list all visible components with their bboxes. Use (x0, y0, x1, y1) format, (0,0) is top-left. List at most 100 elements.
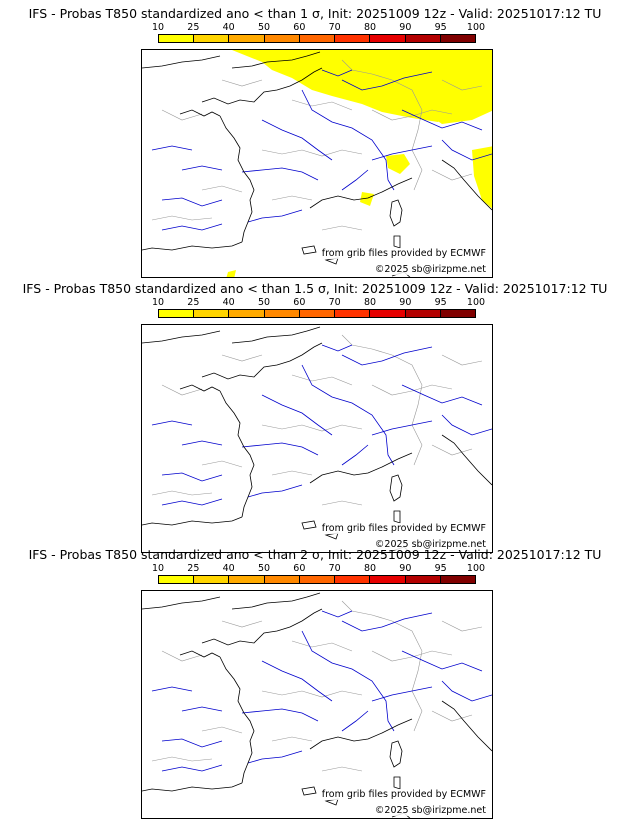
colorbar-tick-label: 40 (222, 22, 235, 33)
panel-title: IFS - Probas T850 standardized ano < tha… (28, 547, 602, 562)
admin-border (341, 59, 423, 191)
coastline (309, 452, 413, 484)
colorbar-tick-label: 60 (293, 563, 306, 574)
river (341, 71, 433, 91)
coastline (179, 109, 221, 117)
colorbar-tick-label: 70 (328, 563, 341, 574)
river (441, 680, 492, 702)
river (371, 145, 433, 161)
admin-border (291, 374, 353, 386)
river (161, 738, 223, 748)
colorbar-tick-label: 80 (363, 22, 377, 33)
admin-border (441, 620, 483, 632)
map-panel-2: IFS - Probas T850 standardized ano < tha… (0, 281, 630, 553)
panel-title: IFS - Probas T850 standardized ano < tha… (28, 6, 602, 21)
river (341, 710, 369, 732)
colorbar (158, 309, 476, 318)
admin-border (151, 490, 213, 496)
coastline (179, 384, 221, 392)
colorbar (158, 34, 476, 43)
colorbar-segment (405, 576, 441, 583)
river (161, 197, 223, 207)
admin-border (371, 109, 453, 121)
river (241, 708, 319, 722)
colorbar-tick-label: 60 (293, 297, 306, 308)
admin-border (431, 710, 473, 722)
colorbar-tick-label: 50 (257, 563, 271, 574)
coastline (231, 326, 321, 344)
colorbar-ticks: 10 25 40 50 60 70 80 90 95 100 (152, 563, 485, 575)
coastline (309, 177, 413, 209)
coastline (219, 656, 255, 784)
coastline (441, 434, 492, 486)
river (301, 364, 395, 466)
river (161, 223, 223, 231)
source-credit: from grib files provided by ECMWF (321, 789, 486, 800)
river (181, 165, 223, 171)
admin-border (441, 354, 483, 366)
admin-border (221, 354, 263, 362)
colorbar-tick-label: 50 (257, 297, 271, 308)
colorbar-tick-label: 100 (466, 297, 486, 308)
colorbar-tick-label: 95 (434, 22, 447, 33)
coastline (219, 115, 255, 243)
colorbar-segment (405, 35, 441, 42)
river (401, 650, 483, 672)
admin-border (261, 149, 363, 157)
river (301, 89, 395, 191)
river (241, 167, 319, 181)
admin-border (371, 650, 453, 662)
colorbar-tick-label: 40 (222, 563, 235, 574)
admin-border (271, 470, 313, 476)
coastline (393, 776, 401, 790)
colorbar-segment (159, 310, 195, 317)
copyright-credit: ©2025 sb@irizpme.net (374, 264, 486, 275)
admin-border (221, 620, 263, 628)
colorbar-segment (440, 310, 475, 317)
coastline (393, 235, 401, 249)
admin-border (261, 424, 363, 432)
coastline (324, 532, 339, 540)
colorbar-tick-label: 80 (363, 563, 377, 574)
coastline (142, 782, 243, 792)
colorbar-tick-label: 95 (434, 563, 447, 574)
coastline (393, 510, 401, 524)
admin-border (271, 195, 313, 201)
panel-title: IFS - Probas T850 standardized ano < tha… (22, 281, 608, 296)
coastline (179, 650, 221, 658)
coastline (142, 55, 221, 69)
coastline (142, 596, 221, 610)
river (341, 444, 369, 466)
admin-border (201, 726, 243, 734)
river (371, 420, 433, 436)
river (151, 420, 193, 426)
colorbar-tick-label: 50 (257, 22, 271, 33)
coastline (309, 718, 413, 750)
probability-area (472, 146, 492, 209)
colorbar (158, 575, 476, 584)
admin-border (161, 384, 203, 396)
river (341, 346, 433, 366)
map-svg (142, 592, 492, 818)
admin-border (321, 225, 363, 231)
river (181, 706, 223, 712)
coastline (219, 390, 255, 518)
colorbar-tick-label: 80 (363, 297, 377, 308)
map-panel-3: IFS - Probas T850 standardized ano < tha… (0, 547, 630, 819)
river (321, 69, 353, 77)
river (261, 119, 333, 161)
admin-border (151, 215, 213, 221)
source-credit: from grib files provided by ECMWF (321, 523, 486, 534)
admin-border (341, 600, 423, 732)
colorbar-tick-label: 25 (187, 22, 200, 33)
colorbar-segment (370, 310, 406, 317)
colorbar-segment (264, 310, 300, 317)
colorbar-tick-label: 100 (466, 22, 486, 33)
admin-border (431, 169, 473, 181)
coastline (301, 786, 317, 796)
colorbar-tick-label: 100 (466, 563, 486, 574)
colorbar-segment (299, 576, 336, 583)
colorbar-tick-label: 10 (151, 563, 165, 574)
admin-border (151, 756, 213, 762)
coastline (324, 257, 339, 265)
